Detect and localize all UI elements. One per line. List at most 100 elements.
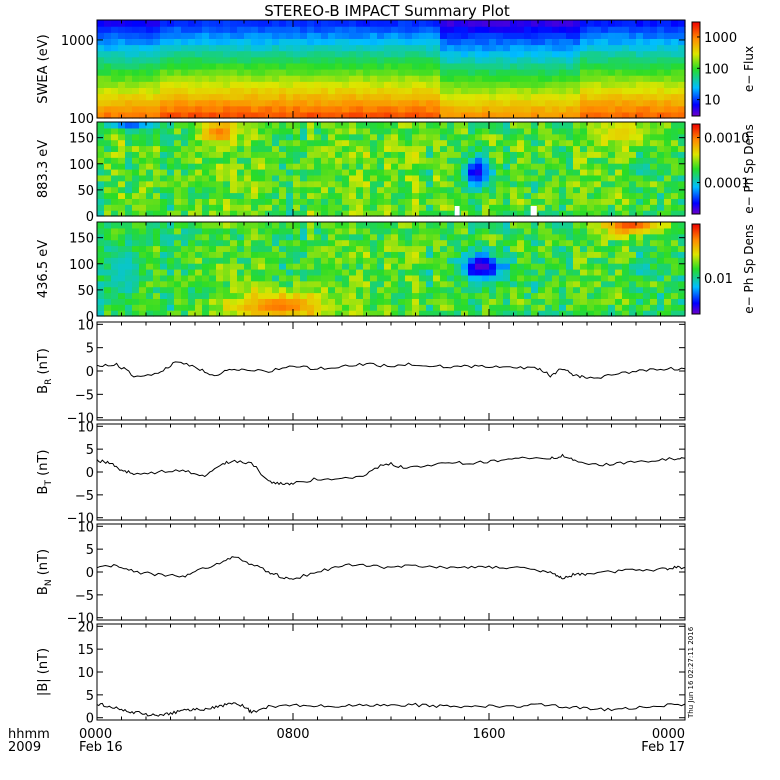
heatmap-cell <box>461 87 469 95</box>
heatmap-cell <box>573 20 581 27</box>
heatmap-cell <box>118 163 126 170</box>
heatmap-cell <box>671 75 679 82</box>
y-tick-label: −10 <box>67 612 94 627</box>
heatmap-cell <box>139 310 147 317</box>
heatmap-cell <box>146 56 154 64</box>
heatmap-cell <box>643 174 651 182</box>
heatmap-cell <box>132 251 140 258</box>
heatmap-cell <box>552 127 560 135</box>
heatmap-cell <box>377 163 385 170</box>
heatmap-cell <box>461 245 469 252</box>
heatmap-cell <box>384 56 392 64</box>
heatmap-cell <box>580 50 588 58</box>
heatmap-cell <box>279 304 287 311</box>
heatmap-cell <box>307 69 315 76</box>
heatmap-cell <box>307 286 315 294</box>
heatmap-cell <box>384 44 392 52</box>
heatmap-cell <box>216 227 224 235</box>
heatmap-cell <box>468 50 476 58</box>
heatmap-cell <box>125 292 133 299</box>
heatmap-cell <box>629 32 637 39</box>
heatmap-cell <box>293 75 301 82</box>
heatmap-cell <box>342 163 350 170</box>
heatmap-cell <box>342 151 350 158</box>
heatmap-cell <box>391 69 399 76</box>
heatmap-cell <box>258 105 266 113</box>
heatmap-cell <box>419 99 427 107</box>
heatmap-cell <box>363 81 371 88</box>
heatmap-cell <box>342 69 350 76</box>
heatmap-cell <box>356 105 364 113</box>
heatmap-cell <box>293 286 301 294</box>
heatmap-cell <box>244 269 252 276</box>
heatmap-cell <box>293 245 301 252</box>
heatmap-cell <box>251 163 259 170</box>
heatmap-cell <box>587 298 595 305</box>
heatmap-cell <box>377 69 385 76</box>
heatmap-cell <box>321 257 329 264</box>
heatmap-cell <box>398 50 406 58</box>
heatmap-cell <box>202 222 210 229</box>
heatmap-cell <box>426 38 434 46</box>
heatmap-cell <box>244 245 252 252</box>
heatmap-cell <box>517 263 525 270</box>
heatmap-cell <box>650 139 658 147</box>
heatmap-cell <box>118 38 126 46</box>
data-gap <box>454 206 460 216</box>
heatmap-cell <box>503 105 511 113</box>
heatmap-cell <box>265 298 273 305</box>
heatmap-cell <box>559 198 567 205</box>
heatmap-cell <box>377 111 385 119</box>
heatmap-cell <box>433 93 441 101</box>
heatmap-cell <box>342 157 350 164</box>
heatmap-cell <box>237 127 245 135</box>
heatmap-cell <box>314 298 322 305</box>
heatmap-cell <box>657 298 665 305</box>
heatmap-cell <box>118 174 126 182</box>
heatmap-cell <box>517 93 525 101</box>
heatmap-cell <box>153 292 161 299</box>
heatmap-cell <box>118 133 126 141</box>
heatmap-cell <box>636 99 644 107</box>
heatmap-cell <box>216 32 224 39</box>
heatmap-cell <box>643 139 651 147</box>
heatmap-cell <box>314 204 322 211</box>
heatmap-cell <box>223 56 231 64</box>
heatmap-cell <box>265 133 273 141</box>
heatmap-cell <box>328 69 336 76</box>
heatmap-cell <box>657 198 665 205</box>
heatmap-cell <box>538 87 546 95</box>
heatmap-cell <box>321 263 329 270</box>
heatmap-cell <box>503 50 511 58</box>
heatmap-cell <box>412 32 420 39</box>
heatmap-cell <box>454 81 462 88</box>
heatmap-cell <box>272 81 280 88</box>
heatmap-cell <box>461 263 469 270</box>
heatmap-cell <box>279 222 287 229</box>
heatmap-cell <box>370 111 378 119</box>
heatmap-cell <box>349 257 357 264</box>
heatmap-cell <box>566 269 574 276</box>
heatmap-cell <box>671 251 679 258</box>
heatmap-cell <box>153 111 161 119</box>
heatmap-cell <box>454 44 462 52</box>
heatmap-cell <box>496 204 504 211</box>
heatmap-cell <box>286 239 294 247</box>
heatmap-cell <box>629 198 637 205</box>
heatmap-cell <box>552 145 560 152</box>
heatmap-cell <box>629 145 637 152</box>
heatmap-cell <box>328 210 336 217</box>
heatmap-cell <box>489 69 497 76</box>
heatmap-cell <box>615 38 623 46</box>
heatmap-cell <box>174 304 182 311</box>
heatmap-cell <box>181 111 189 119</box>
heatmap-cell <box>636 133 644 141</box>
heatmap-cell <box>391 122 399 129</box>
heatmap-cell <box>489 151 497 158</box>
heatmap-cell <box>104 145 112 152</box>
heatmap-cell <box>510 245 518 252</box>
data-line <box>96 453 686 486</box>
heatmap-cell <box>314 198 322 205</box>
heatmap-cell <box>517 204 525 211</box>
